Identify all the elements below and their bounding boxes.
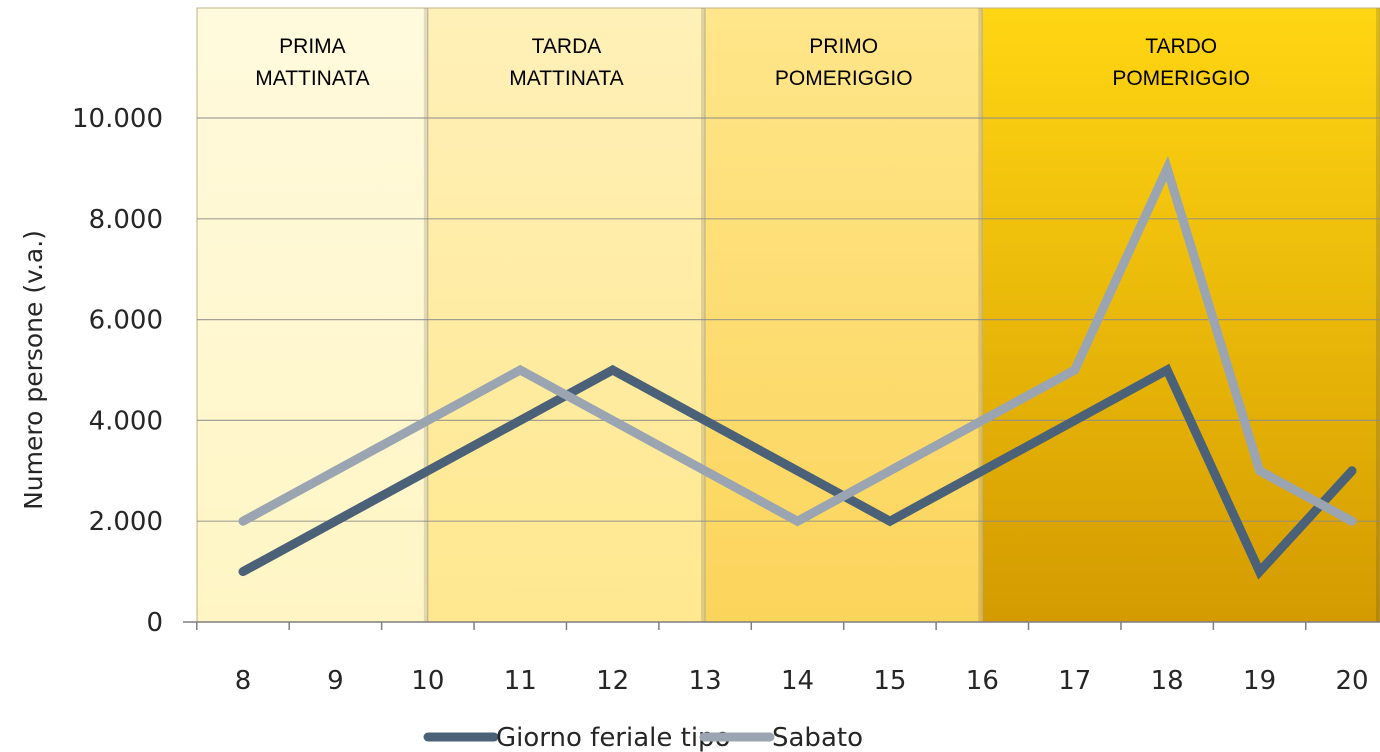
y-axis-title: Numero persone (v.a.) — [19, 230, 48, 510]
y-tick-label: 0 — [146, 608, 163, 638]
band-label: PRIMO — [809, 35, 878, 58]
band-shadow — [701, 8, 706, 622]
y-tick-label: 4.000 — [89, 406, 163, 436]
x-tick-label: 13 — [689, 666, 722, 696]
legend-item: Sabato — [699, 723, 863, 752]
legend-label: Sabato — [772, 723, 863, 752]
x-tick-label: 18 — [1151, 666, 1184, 696]
band-3: PRIMO POMERIGGIO — [704, 7, 983, 623]
band-label: MATTINATA — [509, 67, 623, 90]
time-bands: PRIMA MATTINATA TARDA MATTINATA PRIMO POMERIG… — [196, 7, 1380, 623]
x-tick-label: 11 — [504, 666, 537, 696]
band-label: POMERIGGIO — [775, 67, 913, 90]
x-tick-label: 14 — [781, 666, 814, 696]
band-label: MATTINATA — [255, 67, 369, 90]
series-lines — [238, 155, 1357, 580]
legend-label: Giorno feriale tipo — [496, 723, 730, 752]
legend: Giorno feriale tipo Sabato — [423, 723, 863, 752]
y-tick-label: 2.000 — [89, 507, 163, 537]
legend-item: Giorno feriale tipo — [423, 723, 730, 752]
band-label: PRIMA — [279, 35, 346, 58]
x-tick-labels: 8 9 10 11 12 13 14 15 16 17 18 19 20 — [235, 666, 1369, 696]
band-1: PRIMA MATTINATA — [196, 7, 429, 623]
band-label: POMERIGGIO — [1112, 67, 1250, 90]
band-label: TARDO — [1145, 35, 1217, 58]
band-shadow — [978, 8, 983, 622]
series-1 — [238, 363, 1357, 580]
band-rect — [427, 7, 706, 623]
y-tick-label: 6.000 — [89, 306, 163, 336]
series-2 — [238, 155, 1357, 527]
band-shadow — [423, 8, 428, 622]
band-rect — [981, 7, 1380, 623]
x-tick-label: 16 — [966, 666, 999, 696]
x-tick-label: 8 — [235, 666, 252, 696]
x-tick-label: 20 — [1335, 666, 1368, 696]
band-4: TARDO POMERIGGIO — [981, 7, 1380, 623]
x-tick-label: 15 — [873, 666, 906, 696]
x-tick-label: 9 — [327, 666, 344, 696]
band-rect — [704, 7, 983, 623]
x-tick-label: 12 — [596, 666, 629, 696]
band-rect — [196, 7, 429, 623]
x-tick-label: 17 — [1058, 666, 1091, 696]
band-shadow — [1376, 8, 1380, 622]
y-tick-label: 8.000 — [89, 205, 163, 235]
x-axis — [183, 621, 1380, 630]
y-tick-label: 10.000 — [72, 104, 163, 134]
y-tick-labels: 0 2.000 4.000 6.000 8.000 10.000 — [72, 104, 163, 638]
x-tick-label: 10 — [411, 666, 444, 696]
x-tick-label: 19 — [1243, 666, 1276, 696]
band-2: TARDA MATTINATA — [427, 7, 706, 623]
band-label: TARDA — [532, 35, 602, 58]
